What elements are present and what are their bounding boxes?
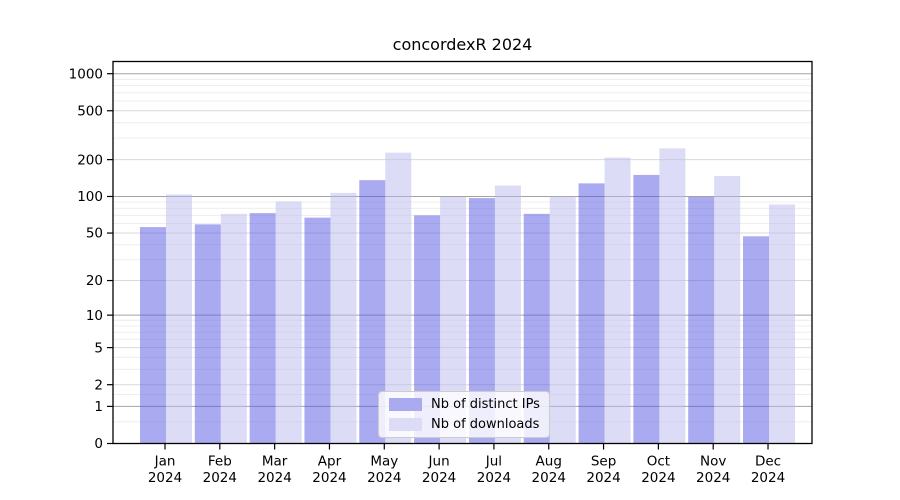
- bar-downloads: [166, 194, 192, 444]
- bar-downloads: [330, 192, 357, 444]
- bar-downloads: [604, 157, 631, 444]
- y-tick-label: 0: [94, 436, 103, 452]
- bar-downloads: [549, 196, 576, 444]
- y-tick-label: 20: [86, 273, 103, 289]
- bar-downloads: [220, 213, 247, 444]
- x-tick-label-month: May: [370, 454, 398, 470]
- x-tick-label-month: Oct: [647, 454, 670, 470]
- x-tick-label-month: Jun: [428, 454, 450, 470]
- bar-distinct-ips: [249, 213, 276, 444]
- x-tick-label-month: Mar: [262, 454, 288, 470]
- y-tick-label: 1000: [69, 66, 103, 82]
- legend-swatch-distinct-ips: [389, 398, 422, 411]
- legend-label-downloads: Nb of downloads: [431, 417, 540, 432]
- chart-title: concordexR 2024: [392, 35, 533, 54]
- x-tick-label-month: Feb: [208, 454, 232, 470]
- x-tick-label-year: 2024: [203, 470, 237, 486]
- y-tick-label: 200: [77, 152, 103, 168]
- bar-distinct-ips: [743, 236, 770, 444]
- x-tick-label-year: 2024: [422, 470, 456, 486]
- x-tick-label-month: Aug: [536, 454, 562, 470]
- x-tick-label-month: Sep: [591, 454, 616, 470]
- bar-distinct-ips: [140, 227, 166, 444]
- legend-swatch-downloads: [389, 418, 422, 431]
- x-tick-label-year: 2024: [148, 470, 182, 486]
- bar-distinct-ips: [194, 224, 221, 444]
- y-tick-label: 100: [77, 189, 103, 205]
- bar-distinct-ips: [578, 183, 605, 444]
- bar-distinct-ips: [633, 174, 660, 444]
- y-tick-label: 5: [94, 340, 103, 356]
- x-tick-label-year: 2024: [641, 470, 675, 486]
- x-tick-label-month: Jul: [485, 454, 502, 470]
- x-tick-label-month: Apr: [318, 454, 342, 470]
- x-tick-label-month: Nov: [700, 454, 726, 470]
- x-tick-label-year: 2024: [586, 470, 620, 486]
- x-tick-label-year: 2024: [751, 470, 785, 486]
- y-tick-label: 1: [94, 399, 103, 415]
- x-tick-label-month: Jan: [154, 454, 176, 470]
- x-tick-label-year: 2024: [532, 470, 566, 486]
- x-tick-label-year: 2024: [312, 470, 346, 486]
- bar-downloads: [659, 148, 686, 444]
- y-tick-label: 2: [94, 377, 103, 393]
- bar-downloads: [714, 176, 741, 444]
- x-tick-label-year: 2024: [477, 470, 511, 486]
- legend: Nb of distinct IPs Nb of downloads: [378, 391, 550, 438]
- bar-downloads: [275, 201, 302, 444]
- x-tick-label-year: 2024: [367, 470, 401, 486]
- legend-label-distinct-ips: Nb of distinct IPs: [431, 397, 540, 412]
- x-tick-label-year: 2024: [696, 470, 730, 486]
- axes-frame: [112, 60, 813, 445]
- y-tick-label: 10: [86, 308, 103, 324]
- legend-item-downloads: Nb of downloads: [389, 416, 540, 433]
- y-tick-label: 500: [77, 103, 103, 119]
- legend-item-distinct-ips: Nb of distinct IPs: [389, 396, 540, 413]
- bar-distinct-ips: [688, 197, 715, 444]
- x-tick-label-year: 2024: [257, 470, 291, 486]
- y-tick-label: 50: [86, 226, 103, 242]
- x-tick-label-month: Dec: [755, 454, 781, 470]
- bar-downloads: [769, 204, 796, 444]
- bar-distinct-ips: [304, 217, 331, 444]
